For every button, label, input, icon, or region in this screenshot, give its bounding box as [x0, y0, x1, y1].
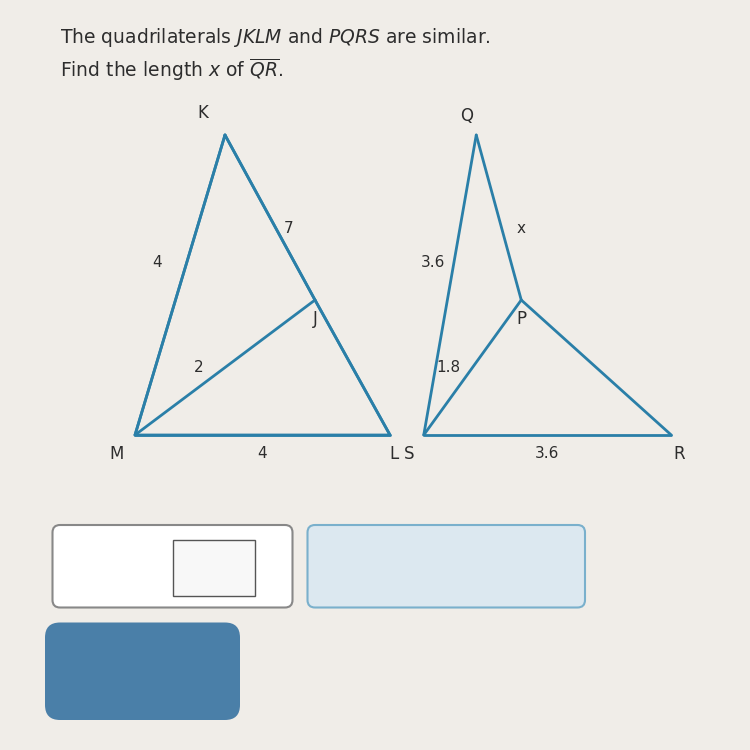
Text: J: J — [313, 310, 317, 328]
Text: 4: 4 — [258, 446, 267, 461]
Text: 1.8: 1.8 — [436, 360, 460, 375]
Text: 3.6: 3.6 — [536, 446, 560, 461]
Text: 7: 7 — [284, 221, 293, 236]
Text: M: M — [109, 445, 124, 463]
Text: S: S — [404, 445, 414, 463]
Text: The quadrilaterals $\mathit{JKLM}$ and $\mathit{PQRS}$ are similar.: The quadrilaterals $\mathit{JKLM}$ and $… — [60, 26, 491, 50]
FancyBboxPatch shape — [308, 525, 585, 608]
Text: ×: × — [406, 556, 423, 576]
FancyBboxPatch shape — [172, 540, 255, 596]
Text: Q: Q — [460, 107, 473, 125]
Text: x: x — [517, 221, 526, 236]
FancyBboxPatch shape — [45, 622, 240, 720]
Text: P: P — [516, 310, 526, 328]
Text: ↺: ↺ — [496, 556, 512, 576]
Text: L: L — [389, 445, 398, 463]
Text: Find the length $x$ of $\overline{QR}$.: Find the length $x$ of $\overline{QR}$. — [60, 56, 283, 83]
Text: Continue: Continue — [100, 662, 184, 680]
Text: K: K — [197, 104, 208, 122]
Text: 2: 2 — [194, 360, 203, 375]
FancyBboxPatch shape — [53, 525, 292, 608]
Text: 4: 4 — [153, 255, 162, 270]
Text: 3.6: 3.6 — [422, 255, 446, 270]
Text: $x$ =: $x$ = — [95, 557, 130, 575]
Text: R: R — [673, 445, 685, 463]
